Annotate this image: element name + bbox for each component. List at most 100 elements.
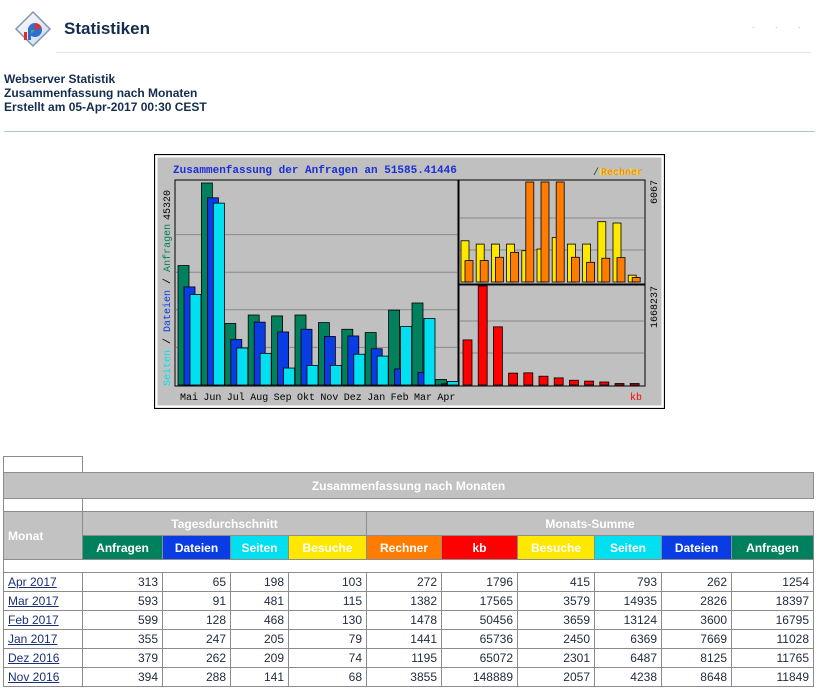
x-axis-labels: Mai Jun Jul Aug Sep Okt Nov Dez Jan Feb Mar Apr	[180, 392, 455, 404]
month-link[interactable]: Dez 2016	[8, 651, 60, 665]
value-cell: 1796	[441, 572, 518, 592]
value-cell: 11849	[731, 667, 814, 687]
bar-rechner	[616, 257, 626, 283]
monthly-summary-chart: Zusammenfassung der Anfragen an 51585.41…	[154, 154, 665, 409]
bar-kb	[538, 375, 549, 386]
x-tick-label: Jul	[227, 392, 245, 404]
value-cell: 3659	[517, 610, 595, 630]
x-tick-label: Aug	[250, 393, 268, 404]
section-divider	[4, 131, 815, 132]
bar-seiten	[423, 318, 436, 386]
value-cell: 1195	[366, 648, 442, 668]
column-header-daily-dateien: Dateien	[162, 535, 231, 560]
value-cell: 793	[594, 572, 662, 592]
value-cell: 91	[162, 591, 231, 611]
table-row: Apr 2017 313 65 198 103 272 1796 415 793 262 1254	[3, 572, 814, 592]
x-tick-label: Nov	[320, 393, 338, 404]
x-tick-label: Sep	[274, 393, 292, 404]
bar-rechner	[525, 181, 535, 283]
axis-label-anfragen: Anfragen	[162, 224, 174, 272]
table-column-headers: Anfragen Dateien Seiten Besuche Rechner …	[4, 535, 814, 560]
bar-dateien	[277, 331, 289, 386]
x-tick-label: Dez	[344, 393, 362, 404]
value-cell: 593	[82, 591, 163, 611]
value-cell: 262	[162, 648, 231, 668]
value-cell: 288	[162, 667, 231, 687]
left-max-label: 45320	[163, 190, 174, 220]
bar-seiten	[213, 202, 225, 386]
value-cell: 209	[230, 648, 289, 668]
value-cell: 16795	[731, 610, 814, 630]
value-cell: 74	[288, 648, 367, 668]
bar-anfragen	[388, 309, 401, 386]
bar-rechner	[494, 256, 504, 283]
header-decoration: . . .	[752, 20, 810, 30]
month-link[interactable]: Mar 2017	[8, 594, 59, 608]
legend-rechner: Rechner	[601, 167, 643, 179]
bar-rechner	[631, 277, 641, 283]
value-cell: 8125	[661, 648, 732, 668]
bar-kb	[523, 372, 534, 386]
monthly-summary-table: Zusammenfassung nach Monaten Monat Tages…	[3, 456, 814, 687]
bar-kb	[599, 381, 610, 386]
bar-dateien	[323, 336, 336, 386]
left-axis-label: Seiten / Dateien / Anfragen	[162, 224, 174, 386]
value-cell: 128	[162, 610, 231, 630]
x-tick-label: Mai	[180, 392, 198, 404]
value-cell: 18397	[731, 591, 814, 611]
legend-besuche: Besuche	[599, 167, 641, 179]
month-link[interactable]: Jan 2017	[8, 632, 58, 646]
value-cell: 468	[230, 610, 289, 630]
value-cell: 2057	[517, 667, 595, 687]
bar-rechner	[555, 181, 565, 283]
page-header: Statistiken . . .	[0, 0, 825, 56]
header-divider	[56, 52, 811, 53]
value-cell: 355	[82, 629, 163, 649]
table-top-spacer	[3, 456, 814, 473]
month-link[interactable]: Feb 2017	[8, 613, 59, 627]
bar-kb	[508, 372, 519, 386]
table-row: Mar 2017 593 91 481 115 1382 17565 3579 14935 282…	[3, 591, 814, 611]
bar-dateien	[300, 328, 313, 386]
column-header-besuche: Besuche	[517, 535, 595, 560]
chart-title: Zusammenfassung der Anfragen an 51585.41…	[173, 165, 457, 177]
month-cell: Feb 2017	[3, 610, 83, 630]
x-tick-label: Apr	[437, 393, 455, 404]
value-cell: 79	[288, 629, 367, 649]
table-row: Feb 2017 599 128 468 130 1478 50456 3659 13124 36…	[3, 610, 814, 630]
value-cell: 272	[366, 572, 442, 592]
month-link[interactable]: Apr 2017	[8, 575, 57, 589]
bar-kb	[492, 326, 503, 386]
value-cell: 13124	[594, 610, 662, 630]
value-cell: 141	[230, 667, 289, 687]
table-group-header: Monat Tagesdurchschnitt Monats-Summe	[3, 511, 814, 560]
group-header-tagesdurchschnitt: Tagesdurchschnitt	[82, 511, 367, 536]
value-cell: 103	[288, 572, 367, 592]
bar-rechner	[570, 256, 580, 283]
x-tick-label: Okt	[297, 392, 315, 404]
legend-slash: /	[593, 167, 599, 179]
bar-seiten	[329, 364, 342, 386]
x-tick-label: Feb	[391, 392, 409, 404]
value-cell: 6369	[594, 629, 662, 649]
value-cell: 1382	[366, 591, 442, 611]
value-cell: 262	[661, 572, 732, 592]
table-row: Nov 2016 394 288 141 68 3855 148889 2057 4238 864…	[3, 667, 814, 687]
column-header-dateien: Dateien	[661, 535, 732, 560]
column-header-monat: Monat	[3, 511, 83, 560]
month-link[interactable]: Nov 2016	[8, 670, 60, 684]
value-cell: 14935	[594, 591, 662, 611]
column-header-daily-anfragen: Anfragen	[82, 535, 163, 560]
left-panel-bars	[177, 182, 459, 386]
bar-kb	[568, 379, 579, 386]
value-cell: 1441	[366, 629, 442, 649]
bar-seiten	[376, 355, 389, 386]
value-cell: 1254	[731, 572, 814, 592]
value-cell: 148889	[441, 667, 518, 687]
value-cell: 50456	[441, 610, 518, 630]
value-cell: 11028	[731, 629, 814, 649]
x-tick-label: Mar	[414, 393, 432, 404]
statistics-logo-icon	[14, 10, 52, 48]
chart-bevel	[155, 155, 664, 408]
month-cell: Nov 2016	[3, 667, 83, 687]
